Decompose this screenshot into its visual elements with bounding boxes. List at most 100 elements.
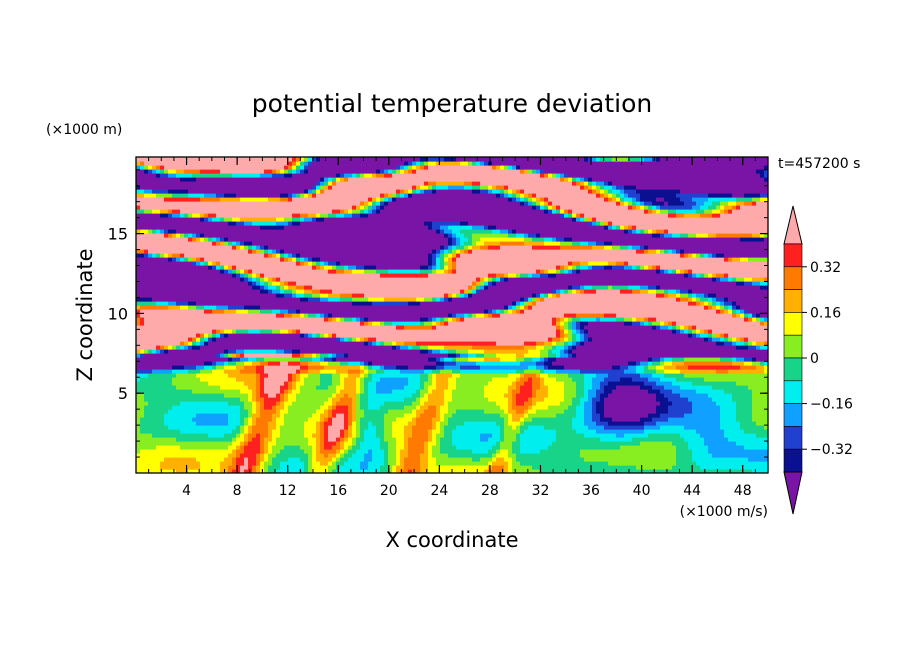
field-cell <box>564 445 569 450</box>
field-cell <box>280 453 285 458</box>
field-cell <box>256 353 261 358</box>
field-cell <box>420 449 425 454</box>
field-cell <box>376 441 381 446</box>
field-cell <box>168 433 173 438</box>
field-cell <box>416 373 421 378</box>
field-cell <box>704 365 709 370</box>
field-cell <box>544 453 549 458</box>
field-cell <box>396 457 401 462</box>
field-cell <box>600 405 605 410</box>
field-cell <box>148 421 153 426</box>
field-cell <box>672 429 677 434</box>
field-cell <box>440 345 445 350</box>
field-cell <box>196 437 201 442</box>
field-cell <box>400 409 405 414</box>
field-cell <box>352 345 357 350</box>
field-cell <box>540 453 545 458</box>
field-cell <box>672 385 677 390</box>
field-cell <box>704 469 709 473</box>
field-cell <box>752 373 757 378</box>
field-cell <box>632 369 637 374</box>
field-cell <box>492 349 497 354</box>
field-cell <box>420 393 425 398</box>
field-cell <box>232 425 237 430</box>
field-cell <box>560 413 565 418</box>
field-cell <box>480 457 485 462</box>
field-cell <box>168 389 173 394</box>
field-cell <box>580 365 585 370</box>
field-cell <box>228 421 233 426</box>
field-cell <box>692 425 697 430</box>
field-cell <box>620 349 625 354</box>
field-cell <box>568 449 573 454</box>
field-cell <box>396 353 401 358</box>
field-cell <box>292 377 297 382</box>
field-cell <box>492 441 497 446</box>
field-cell <box>464 369 469 374</box>
field-cell <box>396 461 401 466</box>
field-cell <box>624 461 629 466</box>
field-cell <box>760 393 765 398</box>
field-cell <box>664 421 669 426</box>
field-cell <box>740 353 745 358</box>
field-cell <box>456 453 461 458</box>
field-cell <box>400 401 405 406</box>
field-cell <box>612 397 617 402</box>
field-cell <box>512 405 517 410</box>
field-cell <box>396 369 401 374</box>
field-cell <box>344 409 349 414</box>
field-cell <box>488 441 493 446</box>
field-cell <box>700 405 705 410</box>
field-cell <box>256 409 261 414</box>
field-cell <box>736 449 741 454</box>
field-cell <box>556 393 561 398</box>
field-cell <box>200 441 205 446</box>
field-cell <box>700 437 705 442</box>
field-cell <box>348 349 353 354</box>
field-cell <box>432 413 437 418</box>
field-cell <box>692 365 697 370</box>
field-cell <box>660 465 665 470</box>
field-cell <box>720 361 725 366</box>
field-cell <box>424 381 429 386</box>
field-cell <box>472 401 477 406</box>
field-cell <box>728 401 733 406</box>
field-cell <box>240 373 245 378</box>
field-cell <box>744 353 749 358</box>
field-cell <box>716 381 721 386</box>
field-cell <box>616 369 621 374</box>
field-cell <box>460 345 465 350</box>
field-cell <box>456 421 461 426</box>
field-cell <box>488 361 493 366</box>
field-cell <box>600 349 605 354</box>
field-cell <box>700 353 705 358</box>
field-cell <box>460 445 465 450</box>
field-cell <box>136 357 141 362</box>
field-cell <box>508 377 513 382</box>
field-cell <box>392 345 397 350</box>
field-cell <box>484 453 489 458</box>
field-cell <box>504 365 509 370</box>
field-cell <box>364 365 369 370</box>
field-cell <box>544 433 549 438</box>
field-cell <box>344 421 349 426</box>
field-cell <box>752 393 757 398</box>
field-cell <box>208 441 213 446</box>
field-cell <box>560 361 565 366</box>
field-cell <box>328 357 333 362</box>
field-cell <box>356 373 361 378</box>
field-cell <box>764 409 768 414</box>
field-cell <box>704 413 709 418</box>
field-cell <box>620 393 625 398</box>
field-cell <box>692 409 697 414</box>
field-cell <box>436 401 441 406</box>
field-cell <box>504 441 509 446</box>
field-cell <box>148 445 153 450</box>
field-cell <box>556 357 561 362</box>
field-cell <box>412 377 417 382</box>
field-cell <box>672 421 677 426</box>
field-cell <box>408 405 413 410</box>
field-cell <box>416 445 421 450</box>
field-cell <box>312 441 317 446</box>
field-cell <box>304 369 309 374</box>
